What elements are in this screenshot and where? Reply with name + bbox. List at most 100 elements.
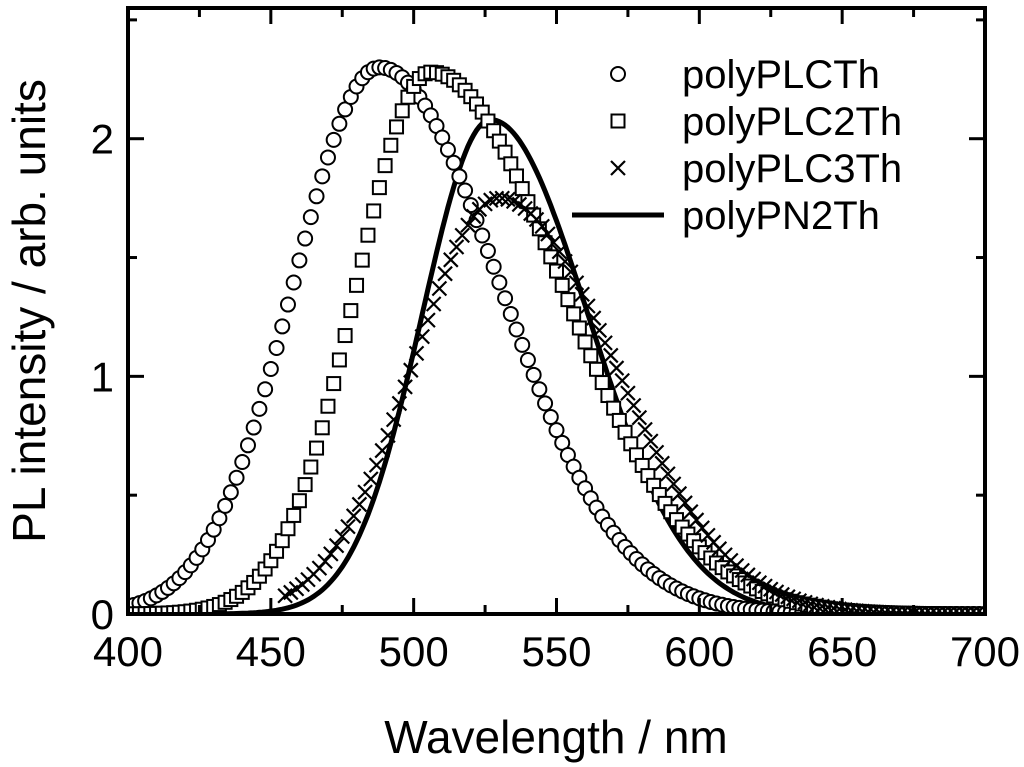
data-point bbox=[660, 466, 676, 482]
data-point bbox=[328, 537, 345, 554]
data-point bbox=[614, 372, 630, 389]
x-tick-label: 450 bbox=[236, 628, 306, 675]
legend-item: polyPLCTh bbox=[610, 53, 880, 97]
data-point bbox=[337, 328, 353, 344]
data-point bbox=[580, 298, 596, 314]
data-point bbox=[608, 360, 625, 376]
data-point bbox=[377, 158, 393, 174]
data-point bbox=[531, 381, 548, 398]
data-point bbox=[319, 149, 336, 166]
legend-item: polyPLC3Th bbox=[610, 147, 902, 191]
data-point bbox=[368, 457, 385, 473]
legend-label: polyPLCTh bbox=[682, 53, 880, 97]
data-point bbox=[454, 227, 471, 244]
data-point bbox=[391, 395, 408, 412]
x-tick-label: 400 bbox=[93, 628, 163, 675]
data-point bbox=[431, 280, 448, 297]
data-point bbox=[591, 322, 608, 339]
data-point bbox=[286, 507, 302, 523]
data-point bbox=[403, 362, 419, 378]
data-point bbox=[354, 252, 370, 268]
data-point bbox=[397, 379, 413, 395]
data-point bbox=[323, 546, 339, 562]
data-point bbox=[340, 518, 356, 535]
data-point bbox=[563, 264, 579, 280]
data-point bbox=[285, 274, 302, 291]
data-point bbox=[503, 156, 519, 172]
series-polyPLCTh bbox=[128, 59, 985, 614]
data-point bbox=[497, 290, 514, 307]
data-point bbox=[606, 400, 622, 416]
data-point bbox=[349, 277, 365, 293]
data-point bbox=[542, 408, 559, 425]
data-point bbox=[694, 520, 710, 536]
data-point bbox=[217, 497, 234, 514]
data-point bbox=[239, 437, 256, 454]
data-point bbox=[519, 352, 536, 369]
data-point bbox=[780, 589, 796, 605]
data-point bbox=[648, 444, 665, 461]
data-point bbox=[602, 347, 619, 364]
data-point bbox=[568, 275, 585, 291]
data-point bbox=[545, 234, 562, 251]
data-point bbox=[334, 528, 351, 545]
data-point bbox=[343, 303, 359, 319]
data-point bbox=[394, 103, 410, 119]
data-point bbox=[274, 318, 291, 335]
data-point bbox=[234, 454, 251, 471]
data-point bbox=[420, 312, 436, 328]
data-point bbox=[588, 361, 604, 377]
data-point bbox=[443, 252, 459, 268]
y-tick-label: 1 bbox=[91, 353, 114, 400]
data-point bbox=[574, 286, 590, 303]
x-axis-title: Wavelength / nm bbox=[384, 711, 727, 763]
data-point bbox=[291, 252, 308, 269]
data-point bbox=[268, 339, 285, 356]
legend-symbol bbox=[610, 113, 626, 129]
data-point bbox=[534, 218, 550, 235]
data-point bbox=[551, 243, 568, 260]
data-point bbox=[457, 182, 474, 199]
data-point bbox=[571, 320, 587, 336]
data-point bbox=[577, 334, 593, 350]
data-point bbox=[688, 512, 705, 528]
data-point bbox=[414, 328, 431, 345]
data-point bbox=[642, 433, 659, 449]
data-point bbox=[363, 471, 379, 487]
data-point bbox=[351, 496, 368, 513]
data-point bbox=[514, 336, 531, 353]
legend-label: polyPN2Th bbox=[682, 194, 880, 238]
data-point bbox=[509, 168, 525, 184]
data-point bbox=[325, 131, 342, 148]
data-point bbox=[514, 181, 530, 197]
data-point bbox=[331, 115, 348, 132]
data-point bbox=[445, 154, 462, 171]
data-point bbox=[279, 296, 296, 313]
data-point bbox=[389, 119, 405, 135]
data-point bbox=[625, 397, 642, 414]
plot-frame bbox=[126, 6, 987, 616]
data-point bbox=[326, 376, 342, 392]
data-point bbox=[408, 345, 425, 362]
data-point bbox=[257, 381, 274, 398]
y-tick-label: 2 bbox=[91, 116, 114, 163]
data-point bbox=[303, 459, 319, 475]
data-point bbox=[597, 335, 613, 351]
data-point bbox=[437, 265, 453, 282]
data-point bbox=[682, 503, 699, 520]
data-point bbox=[585, 310, 602, 326]
ticks-layer: 400 450 500 550 600 650 700 0 1 2 bbox=[91, 8, 1020, 675]
legend-label: polyPLC2Th bbox=[682, 100, 902, 144]
data-point bbox=[566, 306, 582, 322]
data-point bbox=[302, 209, 319, 226]
data-point bbox=[357, 484, 373, 500]
data-point bbox=[245, 419, 262, 436]
series-layer bbox=[128, 59, 985, 614]
data-point bbox=[297, 230, 314, 247]
data-point bbox=[320, 398, 336, 414]
data-point bbox=[297, 477, 313, 493]
data-point bbox=[537, 395, 554, 412]
data-point bbox=[451, 168, 468, 185]
